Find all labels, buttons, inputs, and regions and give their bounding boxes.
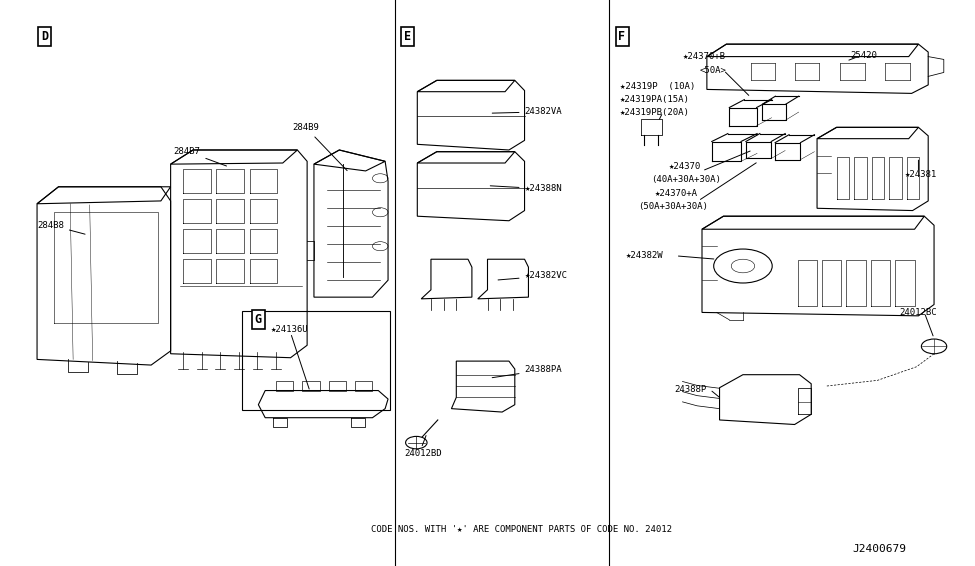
Text: ★24381: ★24381: [905, 170, 937, 179]
Text: ★24388N: ★24388N: [490, 185, 563, 194]
Text: 25420: 25420: [850, 51, 878, 60]
Text: <50A>: <50A>: [700, 66, 727, 75]
Text: ★24382W: ★24382W: [626, 251, 664, 260]
Text: ★24319PB(20A): ★24319PB(20A): [620, 108, 690, 117]
Text: ★24319P  (10A): ★24319P (10A): [620, 82, 695, 91]
Text: G: G: [254, 314, 262, 326]
Bar: [302, 381, 320, 391]
Text: ★24370+A: ★24370+A: [655, 189, 698, 198]
Text: 24388PA: 24388PA: [492, 366, 563, 378]
Bar: [276, 381, 293, 391]
Text: ★24370+B: ★24370+B: [682, 52, 725, 61]
Text: 284B8: 284B8: [37, 221, 85, 234]
Text: ★24382VC: ★24382VC: [498, 272, 567, 281]
Text: D: D: [41, 31, 49, 43]
Text: (50A+30A+30A): (50A+30A+30A): [638, 202, 708, 211]
Text: 284B7: 284B7: [174, 147, 226, 166]
FancyBboxPatch shape: [242, 311, 390, 410]
Text: 24388P: 24388P: [675, 385, 707, 394]
Bar: [355, 381, 372, 391]
Bar: [329, 381, 346, 391]
Text: 24382VA: 24382VA: [492, 108, 563, 117]
Text: CODE NOS. WITH '★' ARE COMPONENT PARTS OF CODE NO. 24012: CODE NOS. WITH '★' ARE COMPONENT PARTS O…: [371, 525, 672, 534]
Text: ★24136U: ★24136U: [271, 325, 309, 334]
Text: (40A+30A+30A): (40A+30A+30A): [651, 175, 722, 185]
Text: 24012BC: 24012BC: [899, 308, 937, 317]
Text: ★24370: ★24370: [669, 162, 701, 171]
Text: J2400679: J2400679: [853, 544, 907, 554]
Text: ★24319PA(15A): ★24319PA(15A): [620, 95, 690, 104]
Text: 24012BD: 24012BD: [405, 449, 443, 458]
Text: F: F: [618, 31, 626, 43]
Text: 284B9: 284B9: [292, 123, 347, 170]
Text: E: E: [404, 31, 411, 43]
